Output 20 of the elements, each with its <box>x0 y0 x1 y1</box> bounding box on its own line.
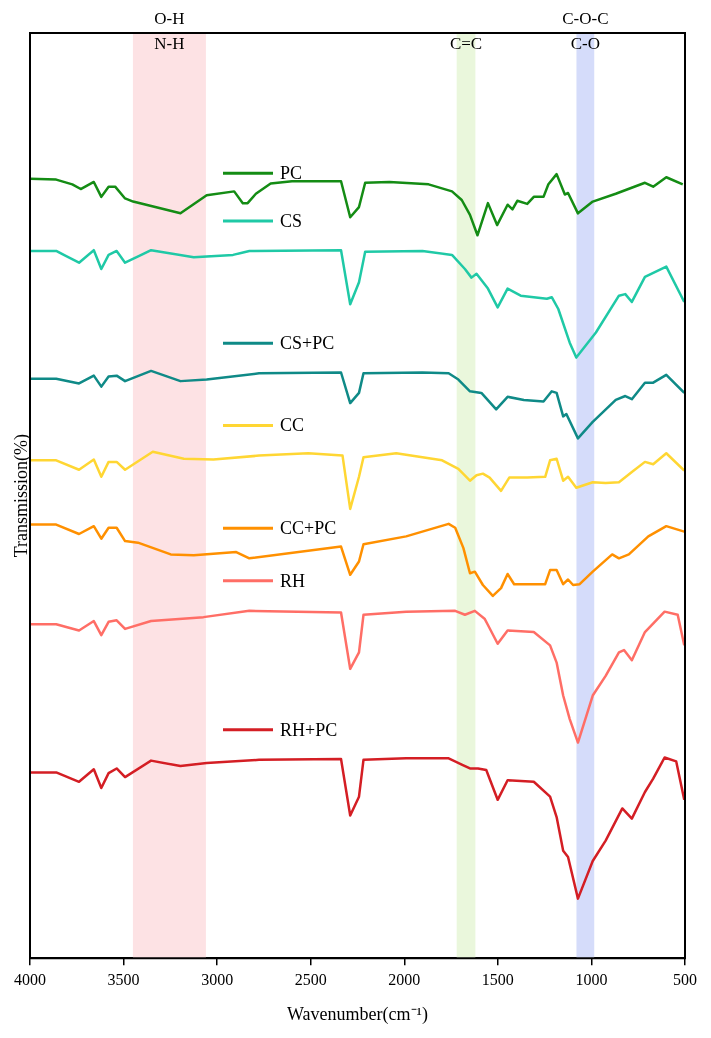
x-tick-label: 4000 <box>14 971 46 988</box>
legend-label: RH <box>280 570 306 591</box>
y-axis-title: Transmission(%) <box>10 433 32 558</box>
x-tick-label: 1500 <box>481 971 514 988</box>
x-tick-label: 3000 <box>201 971 234 988</box>
band-label: O-H N-H <box>154 9 185 54</box>
x-tick-label: 500 <box>673 971 697 988</box>
x-tick-label: 2000 <box>388 971 421 988</box>
legend-label: PC <box>280 162 303 183</box>
legend-label: CS+PC <box>280 333 335 354</box>
legend-label: CC <box>280 415 305 436</box>
band-label: C-O-C C-O <box>562 9 609 54</box>
x-tick-label: 3500 <box>107 971 140 988</box>
legend-label: RH+PC <box>280 719 338 740</box>
legend-label: CS <box>280 210 303 231</box>
x-tick-label: 2500 <box>294 971 327 988</box>
x-axis-title: Wavenumber(cm⁻¹) <box>287 1003 428 1025</box>
legend-label: CC+PC <box>280 518 337 539</box>
x-tick-label: 1000 <box>575 971 608 988</box>
band-label: C=C <box>449 34 483 54</box>
